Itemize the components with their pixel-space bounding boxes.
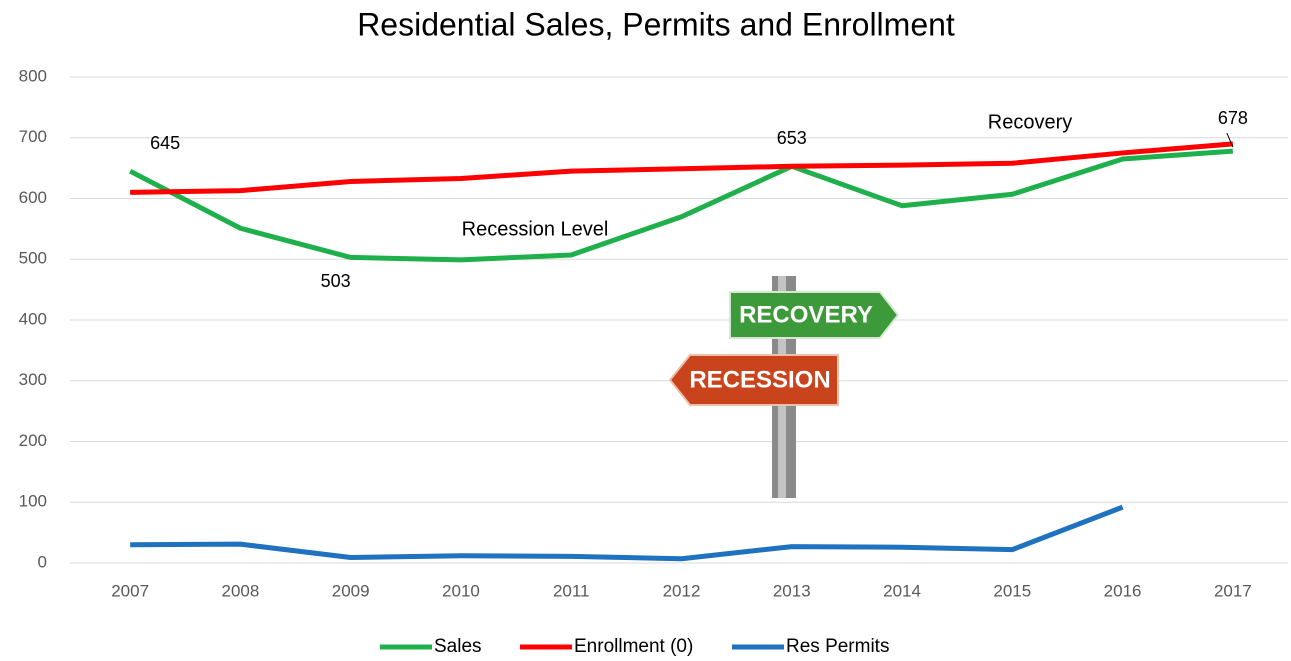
x-tick-label: 2010 (442, 581, 480, 600)
y-tick-label: 300 (19, 370, 47, 389)
chart-title: Residential Sales, Permits and Enrollmen… (357, 6, 955, 42)
data-label: 503 (321, 271, 351, 291)
sign-text: RECOVERY (739, 301, 873, 328)
recovery-sign-board (729, 291, 900, 339)
recession-sign-board (668, 354, 839, 406)
x-tick-label: 2011 (553, 581, 590, 600)
x-tick-label: 2017 (1214, 581, 1252, 600)
x-tick-label: 2008 (221, 581, 259, 600)
y-tick-label: 800 (19, 66, 47, 85)
y-tick-label: 0 (38, 552, 47, 571)
x-tick-label: 2016 (1104, 581, 1142, 600)
data-label: 678 (1218, 108, 1248, 128)
legend-label: Sales (434, 636, 482, 657)
annotation: Recession Level (462, 218, 609, 240)
y-tick-label: 400 (19, 309, 47, 328)
legend-label: Enrollment (0) (574, 636, 693, 657)
leader-line (1226, 132, 1234, 148)
sign-text: RECESSION (689, 366, 830, 393)
data-label: 645 (150, 133, 180, 153)
y-tick-label: 700 (19, 127, 47, 146)
y-tick-label: 600 (19, 188, 47, 207)
x-tick-label: 2007 (111, 581, 149, 600)
series-line (130, 504, 1124, 562)
y-tick-label: 500 (19, 249, 47, 268)
series-line (130, 141, 1234, 195)
x-tick-label: 2012 (663, 581, 701, 600)
legend-label: Res Permits (786, 636, 889, 657)
x-tick-label: 2013 (773, 581, 811, 600)
y-tick-label: 200 (19, 431, 47, 450)
y-tick-label: 100 (19, 492, 47, 511)
recovery-recession-sign: RECOVERY RECESSION (668, 276, 900, 498)
x-tick-label: 2009 (332, 581, 370, 600)
data-label: 653 (777, 128, 807, 148)
series-line (128, 148, 1234, 263)
x-tick-label: 2015 (993, 581, 1031, 600)
annotation: Recovery (988, 111, 1072, 133)
x-tick-label: 2014 (883, 581, 921, 600)
